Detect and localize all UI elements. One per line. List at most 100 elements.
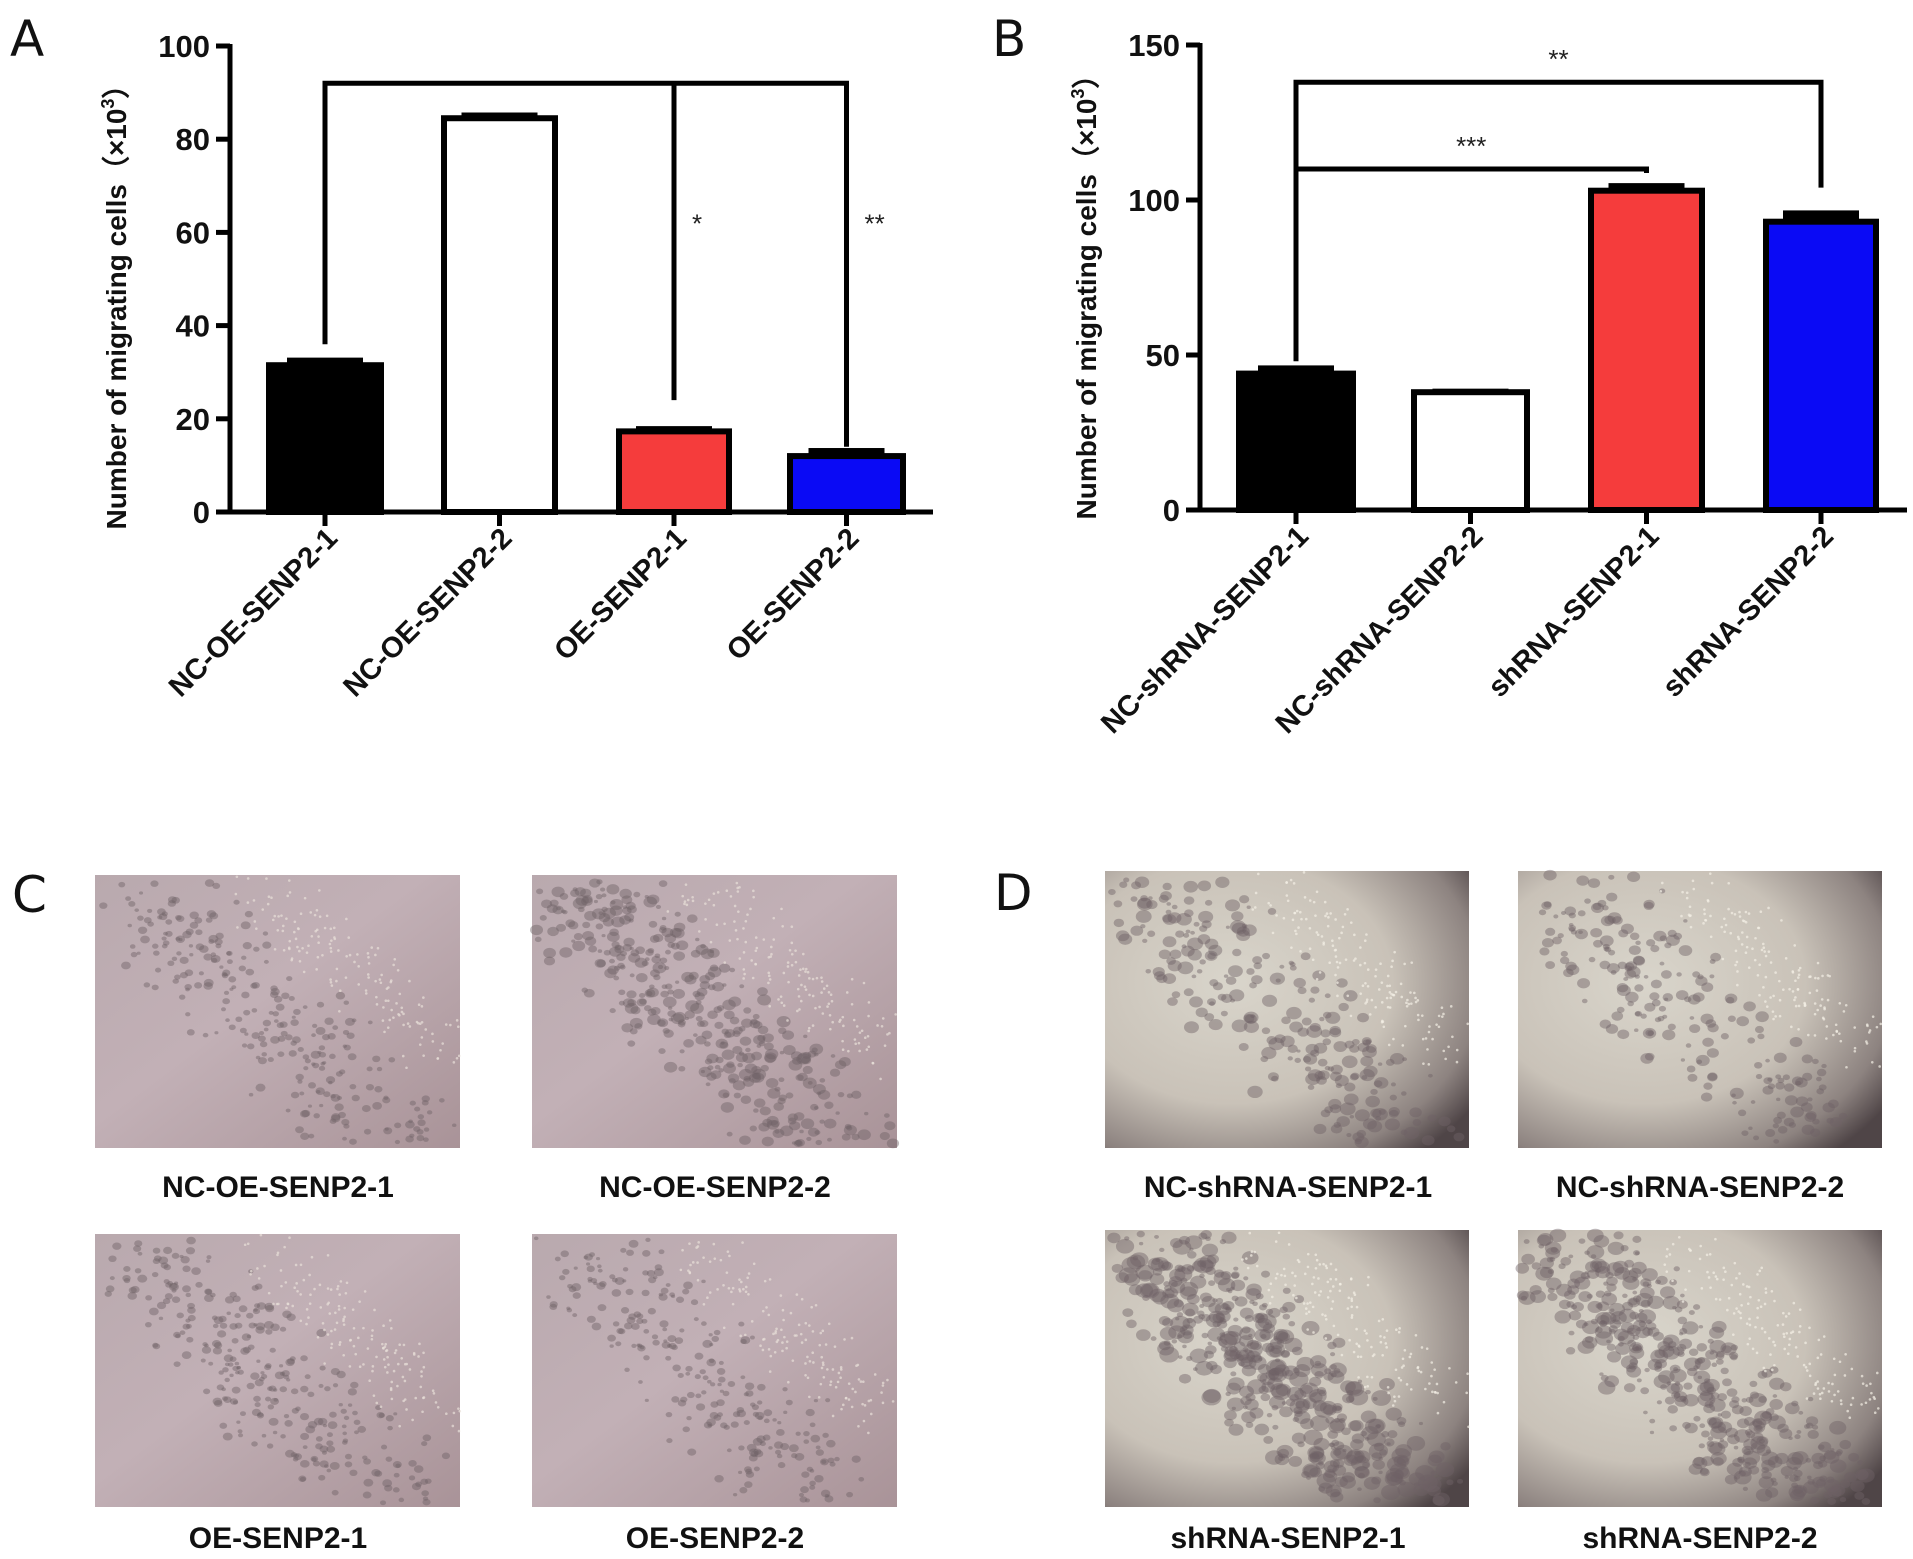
cell-speck [749, 907, 752, 911]
cell-speck [1312, 1276, 1316, 1279]
cell-colony [1606, 1276, 1618, 1286]
cell-speck [881, 1017, 885, 1020]
cell-colony [265, 1363, 272, 1369]
cell-colony [1314, 1370, 1324, 1379]
cell-colony [1788, 1436, 1793, 1440]
cell-colony [1761, 1368, 1773, 1378]
cell-speck [1437, 1025, 1441, 1029]
cell-speck [1355, 1305, 1359, 1309]
cell-speck [862, 1419, 866, 1423]
cell-colony [1267, 1072, 1279, 1081]
cell-colony [1720, 1033, 1729, 1040]
cell-colony [1625, 991, 1639, 1003]
cell-colony [1707, 1023, 1719, 1033]
cell-colony [241, 1043, 248, 1048]
cell-speck [1397, 1395, 1401, 1398]
cell-speck [1778, 998, 1782, 1002]
cell-speck [1740, 943, 1744, 946]
cell-speck [1756, 926, 1760, 930]
cell-colony [1325, 1011, 1341, 1024]
cell-colony [1285, 1398, 1296, 1407]
cell-colony [1709, 1397, 1714, 1402]
cell-speck [305, 951, 309, 954]
cell-speck [431, 1040, 435, 1043]
cell-speck [1405, 1383, 1409, 1386]
cell-colony [1368, 1418, 1386, 1433]
cell-colony [1591, 1260, 1603, 1270]
cell-speck [824, 1343, 828, 1346]
cell-colony [1332, 1337, 1346, 1348]
cell-colony [1676, 1343, 1687, 1352]
cell-speck [1405, 1001, 1408, 1005]
cell-colony [1323, 1011, 1332, 1019]
cell-colony [1309, 1022, 1321, 1032]
cell-speck [1848, 1416, 1852, 1420]
cell-colony [1707, 1436, 1714, 1441]
cell-speck [307, 944, 310, 948]
cell-speck [301, 946, 304, 950]
cell-colony [1788, 1122, 1796, 1128]
cell-colony [1645, 1319, 1652, 1325]
cell-colony [1384, 1438, 1395, 1447]
cell-colony [1788, 1485, 1807, 1500]
cell-colony [1754, 1025, 1764, 1034]
cell-colony [1608, 874, 1615, 880]
cell-colony [1628, 1362, 1638, 1370]
cell-colony [1696, 1343, 1708, 1352]
cell-colony [1396, 1456, 1409, 1466]
micrograph-image [95, 1233, 462, 1507]
cell-colony [1830, 1448, 1835, 1452]
cell-colony [1422, 1476, 1442, 1493]
cell-colony [176, 1312, 184, 1319]
cell-colony [1357, 1012, 1369, 1023]
cell-speck [1323, 900, 1327, 904]
cell-colony [1669, 1425, 1678, 1432]
cell-colony [726, 1448, 732, 1453]
cell-colony [702, 1339, 713, 1348]
cell-colony [1301, 1471, 1310, 1479]
cell-colony [572, 1292, 581, 1299]
cell-colony [1208, 1302, 1222, 1313]
cell-speck [1704, 918, 1707, 922]
cell-colony [186, 1236, 196, 1245]
cell-colony [1208, 1018, 1223, 1031]
cell-colony [1717, 1421, 1733, 1434]
cell-colony [1855, 1469, 1869, 1481]
cell-colony [1399, 1479, 1406, 1486]
cell-colony [1201, 1389, 1222, 1406]
cell-colony [791, 1453, 798, 1459]
cell-colony [1152, 1268, 1163, 1276]
cell-colony [121, 961, 131, 970]
cell-colony [1363, 1065, 1378, 1078]
cell-colony [1618, 929, 1629, 938]
cell-speck [367, 956, 370, 959]
cell-colony [213, 1341, 223, 1349]
cell-colony [695, 944, 709, 955]
cell-colony [1667, 1405, 1679, 1414]
cell-colony [173, 1331, 181, 1338]
cell-colony [1790, 1106, 1804, 1118]
cell-colony [1662, 993, 1674, 1002]
cell-colony [1618, 1342, 1624, 1347]
cell-colony [1563, 1290, 1576, 1300]
cell-colony [1660, 1384, 1668, 1390]
cell-colony [1373, 1442, 1385, 1452]
cell-colony [179, 1330, 186, 1335]
cell-colony [619, 964, 626, 970]
cell-colony [1632, 1334, 1640, 1340]
cell-colony [1702, 1037, 1714, 1047]
cell-colony [1620, 1322, 1635, 1333]
cell-colony [1595, 1266, 1611, 1279]
cell-colony [753, 1035, 766, 1045]
cell-speck [1685, 896, 1689, 900]
cell-colony [416, 1135, 425, 1142]
cell-colony [1334, 1444, 1353, 1460]
cell-colony [293, 1008, 301, 1016]
cell-speck [1764, 1369, 1767, 1373]
cell-colony [1796, 1430, 1802, 1434]
cell-speck [375, 995, 378, 999]
cell-colony [223, 1396, 232, 1403]
cell-colony [739, 1487, 748, 1494]
y-axis-label-b: Number of migrating cells（×103） [1068, 61, 1102, 520]
cell-speck [296, 927, 300, 930]
